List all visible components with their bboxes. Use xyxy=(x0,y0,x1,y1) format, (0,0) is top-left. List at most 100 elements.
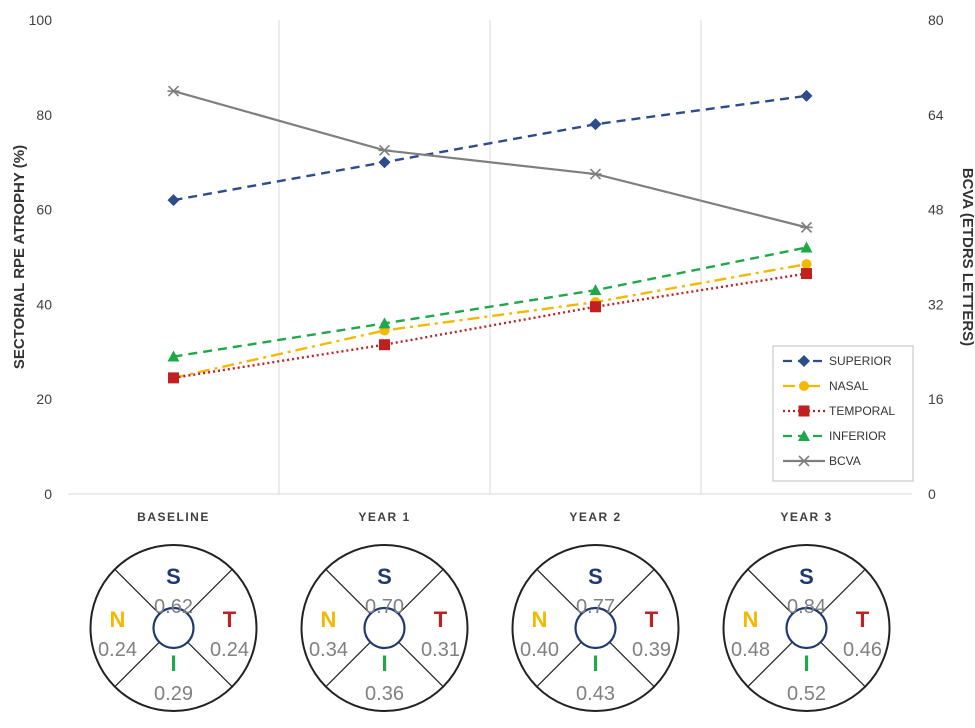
sector-letter-t: T xyxy=(856,607,870,632)
series-line-nasal xyxy=(173,262,807,380)
sector-value-i: 0.43 xyxy=(576,683,615,705)
divider-line xyxy=(187,641,233,688)
sector-letter-t: T xyxy=(223,607,237,632)
divider-line xyxy=(187,568,233,615)
sector-diagram: S 0.84 N 0.48 T 0.46 I 0.52 xyxy=(722,544,891,712)
legend-marker-nasal xyxy=(799,381,809,391)
sector-letter-i: I xyxy=(170,651,176,676)
sector-value-t: 0.46 xyxy=(843,639,882,661)
point-bcva xyxy=(378,144,391,156)
sector-letter-n: N xyxy=(110,607,126,632)
y-tick-label: 40 xyxy=(36,296,52,312)
divider-line xyxy=(536,641,582,688)
point-inferior xyxy=(800,241,813,253)
divider-line xyxy=(747,568,793,615)
center-circle xyxy=(152,606,195,650)
y2-tick-label: 32 xyxy=(928,296,944,312)
sector-value-t: 0.31 xyxy=(421,639,460,661)
sector-value-i: 0.29 xyxy=(154,683,193,705)
sector-value-n: 0.40 xyxy=(520,639,559,661)
sector-diagram: S 0.70 N 0.34 T 0.31 I 0.36 xyxy=(300,544,469,712)
y2-tick-label: 64 xyxy=(928,107,944,123)
period-label: BASELINE xyxy=(137,510,210,524)
divider-line xyxy=(398,568,444,615)
legend-marker-temporal xyxy=(798,405,810,417)
sector-letter-i: I xyxy=(381,651,387,676)
sector-value-i: 0.52 xyxy=(787,683,826,705)
sector-value-n: 0.24 xyxy=(98,639,137,661)
sector-letter-n: N xyxy=(321,607,337,632)
point-superior xyxy=(800,89,813,102)
y2-axis-title: BCVA (ETDRS LETTERS) xyxy=(959,168,975,346)
point-inferior xyxy=(167,350,180,362)
sector-value-s: 0.77 xyxy=(576,596,615,618)
y-tick-label: 80 xyxy=(36,107,52,123)
sector-letter-s: S xyxy=(166,564,181,589)
point-inferior xyxy=(378,317,391,329)
point-superior xyxy=(167,194,180,207)
legend-box xyxy=(772,345,914,482)
period-label: YEAR 1 xyxy=(358,510,410,524)
point-temporal xyxy=(801,268,812,280)
y2-tick-label: 80 xyxy=(928,12,944,28)
point-nasal xyxy=(801,259,812,270)
sector-letter-t: T xyxy=(434,607,448,632)
divider-line xyxy=(747,641,793,688)
series-line-inferior xyxy=(173,246,807,358)
divider-line xyxy=(114,641,160,688)
sector-letter-s: S xyxy=(377,564,392,589)
sector-letter-t: T xyxy=(645,607,659,632)
sector-letter-i: I xyxy=(592,651,598,676)
y-tick-label: 20 xyxy=(36,391,52,407)
period-label: YEAR 3 xyxy=(780,510,832,524)
sector-value-n: 0.34 xyxy=(309,639,348,661)
y2-tick-label: 0 xyxy=(928,486,936,502)
y-tick-label: 0 xyxy=(44,486,52,502)
legend-marker-bcva xyxy=(798,455,810,467)
sector-diagram: S 0.77 N 0.40 T 0.39 I 0.43 xyxy=(511,544,680,712)
sector-letter-n: N xyxy=(743,607,759,632)
sector-value-n: 0.48 xyxy=(731,639,770,661)
center-circle xyxy=(574,606,617,650)
sector-value-t: 0.24 xyxy=(210,639,249,661)
sector-letter-i: I xyxy=(803,651,809,676)
point-temporal xyxy=(168,372,179,384)
center-circle xyxy=(785,606,828,650)
divider-line xyxy=(536,568,582,615)
y2-tick-label: 48 xyxy=(928,202,944,218)
point-bcva xyxy=(800,221,813,233)
point-bcva xyxy=(589,168,602,180)
sector-value-s: 0.84 xyxy=(787,596,826,618)
divider-line xyxy=(820,568,866,615)
sector-letter-s: S xyxy=(588,564,603,589)
point-superior xyxy=(378,156,391,169)
divider-line xyxy=(398,641,444,688)
legend-label-nasal: NASAL xyxy=(829,379,869,393)
period-label: YEAR 2 xyxy=(569,510,621,524)
divider-line xyxy=(820,641,866,688)
divider-line xyxy=(609,568,655,615)
divider-line xyxy=(325,641,371,688)
sector-value-i: 0.36 xyxy=(365,683,404,705)
sector-letter-s: S xyxy=(799,564,814,589)
point-bcva xyxy=(167,85,180,97)
point-inferior xyxy=(589,284,602,296)
divider-line xyxy=(114,568,160,615)
divider-line xyxy=(609,641,655,688)
legend-marker-superior xyxy=(798,355,810,367)
y-tick-label: 100 xyxy=(29,12,53,28)
sector-value-s: 0.62 xyxy=(154,596,193,618)
y-axis-title: SECTORIAL RPE ATROPHY (%) xyxy=(11,145,28,369)
sector-letter-n: N xyxy=(532,607,548,632)
y-tick-label: 60 xyxy=(36,202,52,218)
legend-label-temporal: TEMPORAL xyxy=(829,404,895,418)
sector-value-t: 0.39 xyxy=(632,639,671,661)
point-superior xyxy=(589,118,602,131)
series-line-superior xyxy=(173,94,807,202)
sector-diagram: S 0.62 N 0.24 T 0.24 I 0.29 xyxy=(89,544,258,712)
point-temporal xyxy=(379,339,390,351)
legend-marker-inferior xyxy=(798,430,810,441)
legend-label-bcva: BCVA xyxy=(829,454,861,468)
